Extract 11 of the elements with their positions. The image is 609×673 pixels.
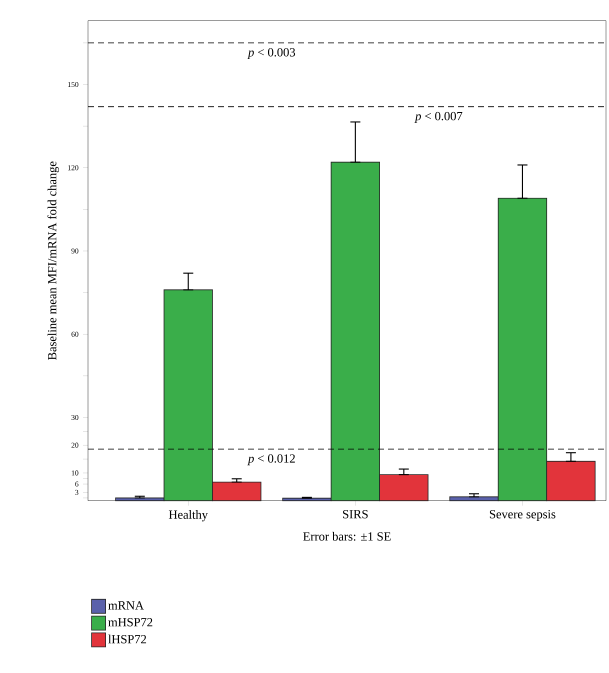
ref-line-label: p < 0.003 [247,48,296,60]
legend-label: mHSP72 [108,618,152,626]
x-axis-title: Error bars: ±1 SE [303,532,391,541]
x-tick-label: Healthy [168,510,208,522]
ref-line-label: p < 0.007 [414,112,462,123]
x-tick-label: Severe sepsis [490,510,556,521]
legend-label: mRNA [108,601,144,610]
legend-label: lHSP72 [108,634,146,644]
y-axis-title: Baseline mean MFI/mRNA fold change [47,162,59,360]
x-tick-label: SIRS [343,510,368,518]
ref-line-label: p < 0.012 [247,454,295,466]
